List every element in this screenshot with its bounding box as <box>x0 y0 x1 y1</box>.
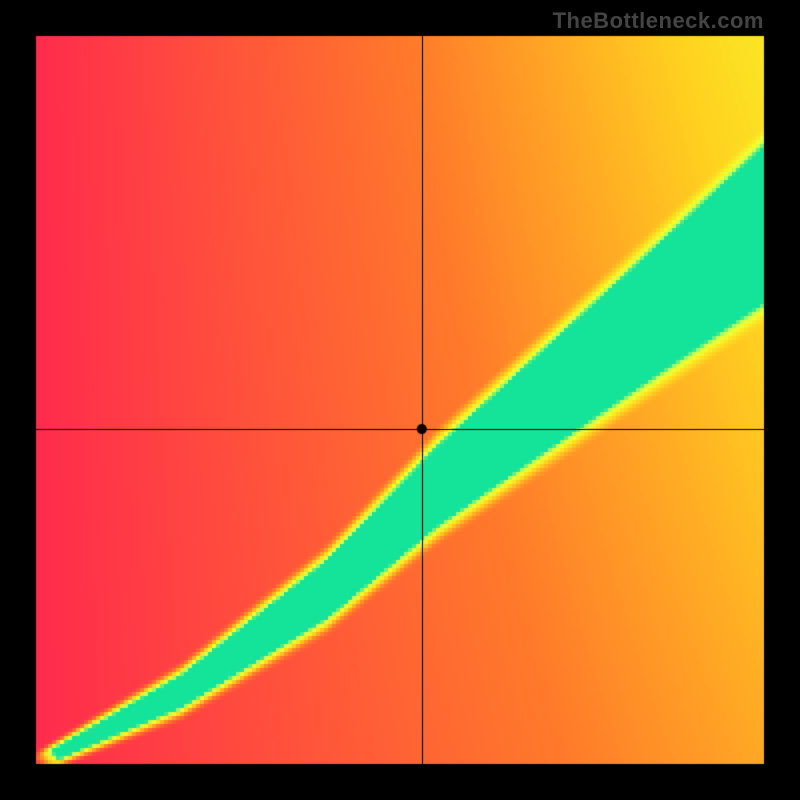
bottleneck-heatmap <box>0 0 800 800</box>
chart-container: TheBottleneck.com <box>0 0 800 800</box>
watermark-text: TheBottleneck.com <box>553 8 764 34</box>
